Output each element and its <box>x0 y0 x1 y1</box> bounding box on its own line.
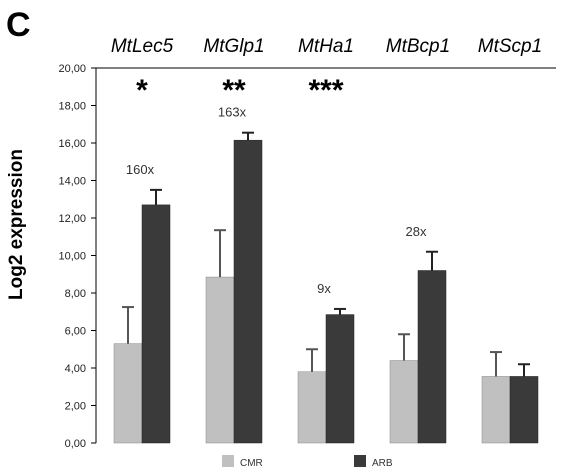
y-tick-label: 2,00 <box>65 401 86 413</box>
y-tick-label: 6,00 <box>65 326 86 338</box>
category-label: MtGlp1 <box>203 36 264 57</box>
y-tick-label: 10,00 <box>58 251 86 263</box>
significance-marker: * <box>136 74 148 107</box>
bar-arb <box>325 314 355 444</box>
fold-change-label: 163x <box>218 105 247 120</box>
bar-cmr <box>205 276 235 444</box>
category-label: MtBcp1 <box>386 36 450 57</box>
category-label: MtHa1 <box>298 36 354 57</box>
legend-swatch <box>222 455 234 467</box>
significance-marker: *** <box>308 74 343 107</box>
fold-change-label: 160x <box>126 162 155 177</box>
category-label: MtLec5 <box>111 36 174 57</box>
bar-cmr <box>389 360 419 444</box>
fold-change-label: 9x <box>317 281 331 296</box>
y-tick-label: 4,00 <box>65 363 86 375</box>
legend-swatch <box>354 455 366 467</box>
category-label: MtScp1 <box>478 36 542 57</box>
fold-change-label: 28x <box>406 224 427 239</box>
bar-cmr <box>297 371 327 444</box>
bar-arb <box>233 139 263 444</box>
y-tick-label: 14,00 <box>58 176 86 188</box>
y-tick-label: 12,00 <box>58 213 86 225</box>
bar-cmr <box>113 343 143 444</box>
bar-arb <box>141 204 171 444</box>
panel-letter: C <box>6 6 31 44</box>
bar-arb <box>509 376 539 444</box>
y-tick-label: 16,00 <box>58 138 86 150</box>
significance-marker: ** <box>222 74 246 107</box>
legend-label: CMR <box>240 458 263 469</box>
y-tick-label: 0,00 <box>65 438 86 450</box>
bar-arb <box>417 270 447 444</box>
y-tick-label: 20,00 <box>58 63 86 75</box>
bar-cmr <box>481 376 511 444</box>
legend-label: ARB <box>372 458 393 469</box>
y-tick-label: 8,00 <box>65 288 86 300</box>
y-tick-label: 18,00 <box>58 101 86 113</box>
